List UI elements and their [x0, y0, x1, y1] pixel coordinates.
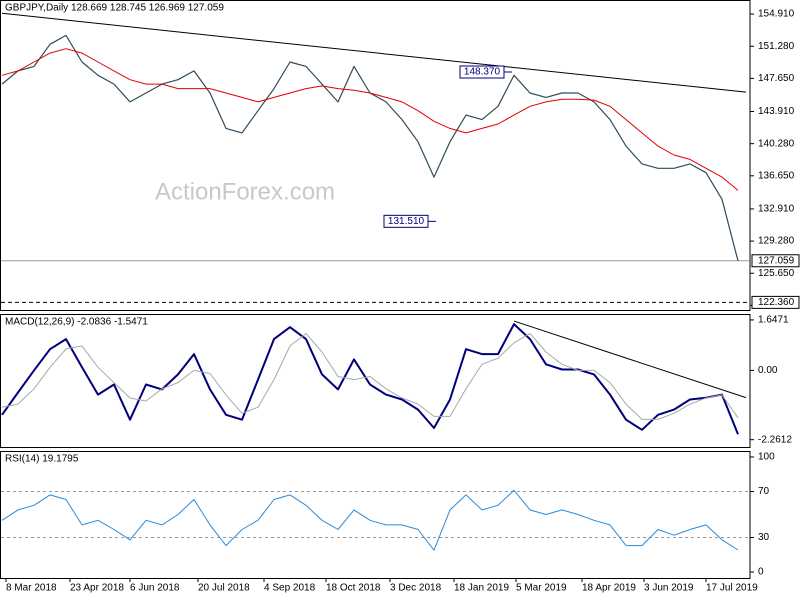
y-tick-label: 154.910	[758, 9, 795, 20]
y-tick-label: 147.650	[758, 73, 795, 84]
x-tick-label: 23 Apr 2018	[70, 583, 124, 594]
panel-frame	[0, 0, 751, 311]
y-tick-label: 143.910	[758, 106, 795, 117]
y-tick-label: 0.00	[758, 365, 778, 376]
x-tick-label: 5 Mar 2019	[516, 583, 567, 594]
y-tick-label: 125.650	[758, 268, 795, 279]
panel-title: GBPJPY,Daily 128.669 128.745 126.969 127…	[5, 3, 224, 14]
x-tick-label: 17 Jul 2019	[706, 583, 758, 594]
y-tick-label: 129.280	[758, 236, 795, 247]
y-tick-label: 132.910	[758, 204, 795, 215]
y-tick-label: 151.280	[758, 41, 795, 52]
watermark: ActionForex.com	[155, 178, 335, 205]
trendline	[1, 12, 747, 93]
series-line	[1, 48, 739, 191]
price-label: 127.059	[758, 255, 795, 266]
y-tick-label: 136.650	[758, 170, 795, 181]
x-tick-label: 3 Dec 2018	[390, 583, 442, 594]
panel-title: RSI(14) 19.1795	[5, 454, 79, 465]
panel-title: MACD(12,26,9) -2.0836 -1.5471	[5, 317, 148, 328]
y-tick-label: 30	[758, 532, 770, 543]
y-tick-label: 70	[758, 486, 770, 497]
annotation-box	[459, 65, 505, 79]
x-tick-label: 6 Jun 2018	[130, 583, 180, 594]
panel-frame	[0, 314, 751, 448]
x-tick-label: 4 Sep 2018	[264, 583, 316, 594]
x-tick-label: 3 Jun 2019	[644, 583, 694, 594]
y-tick-label: 1.6471	[758, 315, 789, 326]
panel-frame	[0, 451, 751, 579]
y-tick-label: 0	[758, 567, 764, 578]
y-tick-label: 100	[758, 452, 775, 463]
price-label-box	[751, 295, 800, 309]
x-tick-label: 8 Mar 2018	[6, 583, 57, 594]
x-tick-label: 18 Jan 2019	[454, 583, 509, 594]
x-tick-label: 18 Apr 2019	[582, 583, 636, 594]
series-line	[1, 323, 739, 435]
y-tick-label: 140.280	[758, 138, 795, 149]
trendline	[513, 320, 747, 399]
price-label: 122.360	[758, 297, 795, 308]
price-label-box	[751, 254, 800, 268]
series-line	[1, 333, 739, 420]
annotation-label: 131.510	[388, 216, 425, 227]
series-line	[1, 489, 739, 551]
y-tick-label: -2.2612	[758, 434, 792, 445]
annotation-box	[383, 214, 429, 228]
x-tick-label: 18 Oct 2018	[326, 583, 381, 594]
x-tick-label: 20 Jul 2018	[198, 583, 250, 594]
annotation-label: 148.370	[464, 67, 501, 78]
